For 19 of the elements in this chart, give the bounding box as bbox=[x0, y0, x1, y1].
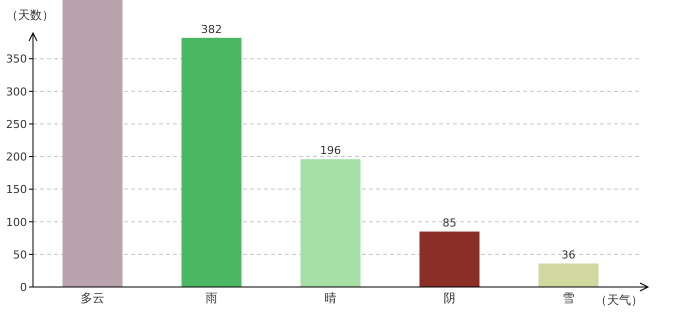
data-label: 196 bbox=[320, 144, 341, 158]
y-tick-label: 150 bbox=[6, 183, 27, 196]
y-tick-label: 200 bbox=[6, 150, 27, 164]
y-tick-label: 250 bbox=[6, 118, 27, 131]
x-axis-title: （天气） bbox=[595, 293, 643, 307]
data-label: 36 bbox=[562, 248, 576, 262]
data-label: 85 bbox=[442, 216, 456, 230]
y-tick-label: 0 bbox=[20, 281, 27, 294]
y-tick-label: 300 bbox=[6, 85, 27, 98]
x-tick-label: 多云 bbox=[80, 291, 104, 305]
y-tick-label: 100 bbox=[6, 216, 27, 229]
x-tick-label: 晴 bbox=[324, 291, 336, 305]
y-tick-label: 50 bbox=[13, 248, 27, 262]
y-axis-title: （天数） bbox=[6, 8, 54, 22]
x-tick-label: 阴 bbox=[444, 291, 456, 305]
x-tick-label: 雪 bbox=[562, 291, 574, 305]
x-tick-label: 雨 bbox=[206, 291, 218, 305]
data-label: 382 bbox=[201, 22, 222, 36]
y-tick-label: 350 bbox=[6, 52, 27, 66]
